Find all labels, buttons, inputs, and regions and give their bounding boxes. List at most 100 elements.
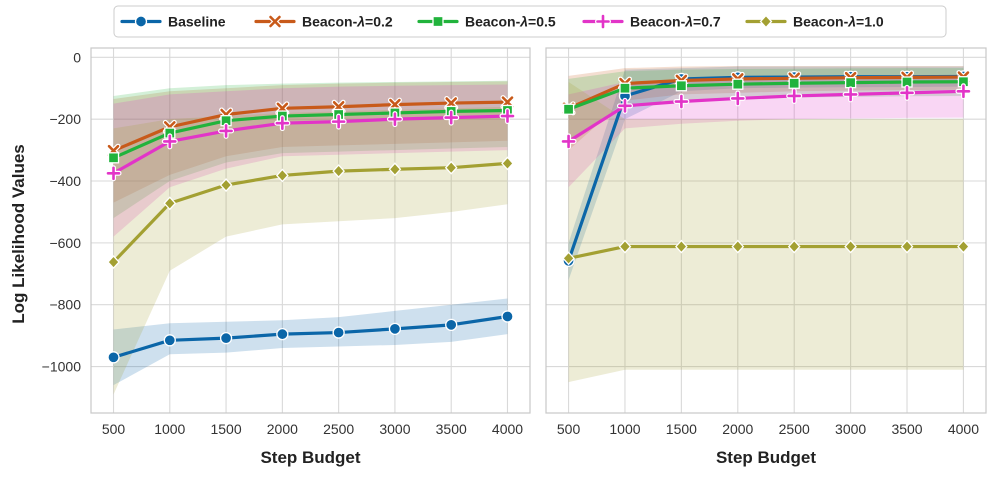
- data-point: [107, 152, 120, 164]
- plot-frame: [90, 47, 531, 414]
- x-tick-label: 2000: [267, 421, 298, 437]
- data-point: [163, 196, 177, 211]
- y-axis-label: Log Likelihood Values: [9, 144, 28, 323]
- x-axis-label: Step Budget: [716, 448, 816, 467]
- x-tick-label: 1000: [609, 421, 640, 437]
- data-point: [386, 111, 403, 128]
- legend-label: Beacon-λ=0.7: [630, 14, 721, 30]
- legend-label: Beacon-λ=0.2: [302, 14, 393, 30]
- y-tick-label: 0: [73, 49, 81, 65]
- x-tick-label: 2000: [722, 421, 753, 437]
- data-point: [445, 318, 458, 331]
- data-point: [675, 239, 688, 254]
- data-point: [673, 93, 690, 110]
- y-tick-label: −400: [49, 173, 81, 189]
- x-axis-label: Step Budget: [260, 448, 360, 467]
- series-beacon-lambda-0-7: [560, 83, 972, 150]
- legend-label: Beacon-λ=0.5: [465, 14, 556, 30]
- x-tick-label: 1500: [666, 421, 697, 437]
- data-point: [444, 160, 458, 175]
- x-tick-label: 3500: [436, 421, 467, 437]
- data-point: [955, 83, 972, 100]
- x-tick-label: 4000: [948, 421, 979, 437]
- series-beacon-lambda-0-5: [562, 76, 970, 115]
- series-beacon-lambda-1-0: [562, 239, 970, 266]
- legend-marker: [268, 14, 282, 29]
- data-point: [560, 133, 577, 150]
- data-point: [731, 239, 745, 254]
- data-point: [900, 239, 914, 254]
- data-point: [787, 239, 801, 254]
- data-point: [276, 327, 289, 341]
- data-point: [275, 168, 289, 183]
- data-point: [388, 322, 402, 336]
- legend-entry-beacon-lambda-0-7: Beacon-λ=0.7: [582, 13, 721, 30]
- legend-marker: [595, 13, 611, 30]
- legend-entry-baseline: Baseline: [120, 14, 226, 30]
- x-tick-labels: 500 1000 1500 2000 2500 3000 3500 4000: [557, 421, 979, 437]
- data-point: [788, 77, 800, 89]
- series-line: [566, 89, 966, 144]
- data-point: [330, 113, 347, 130]
- series-beacon-lambda-0-7: [105, 108, 516, 182]
- left-panel: 500 1000 1500 2000 2500 3000 3500 4000 0 −200 −400…: [42, 47, 531, 467]
- data-point: [332, 326, 345, 339]
- data-point: [107, 255, 120, 270]
- data-point: [163, 334, 176, 347]
- data-point: [729, 90, 746, 107]
- data-point: [844, 76, 857, 89]
- series-baseline: [107, 310, 514, 364]
- data-point: [388, 162, 402, 177]
- y-tick-label: −200: [49, 111, 81, 127]
- data-point: [957, 239, 970, 254]
- series-line: [111, 108, 510, 160]
- series-line: [111, 161, 510, 264]
- x-tick-label: 500: [557, 421, 581, 437]
- y-tick-labels: 0 −200 −400 −600 −800 −1000: [42, 49, 82, 374]
- data-point: [842, 86, 859, 103]
- data-point: [899, 84, 916, 101]
- data-point: [501, 310, 514, 323]
- x-tick-label: 3000: [835, 421, 866, 437]
- series-line: [566, 244, 966, 260]
- data-point: [219, 331, 233, 345]
- band-beacon-lambda-0-5: [113, 80, 508, 219]
- data-point: [618, 239, 632, 254]
- data-point: [562, 251, 575, 266]
- data-point: [844, 239, 857, 254]
- right-panel: 500 1000 1500 2000 2500 3000 3500 4000 Step Budg…: [545, 47, 987, 467]
- plot-frame: [545, 47, 987, 414]
- y-tick-label: −1000: [42, 359, 82, 375]
- band-beacon-lambda-1-0: [568, 82, 964, 383]
- data-point: [332, 164, 346, 179]
- x-tick-labels: 500 1000 1500 2000 2500 3000 3500 4000: [102, 421, 523, 437]
- legend: Baseline Beacon-λ=0.2 Beacon-λ=0.5 Beacon-λ…: [113, 5, 947, 38]
- data-point: [161, 133, 178, 150]
- confidence-bands: [568, 65, 964, 383]
- data-point: [562, 103, 575, 115]
- legend-entry-beacon-lambda-0-5: Beacon-λ=0.5: [417, 14, 556, 30]
- legend-label: Beacon-λ=1.0: [793, 14, 884, 30]
- legend-entry-beacon-lambda-1-0: Beacon-λ=1.0: [745, 14, 884, 30]
- data-point: [501, 156, 514, 171]
- data-point: [499, 108, 516, 125]
- y-tick-label: −600: [49, 235, 81, 251]
- series-line: [111, 114, 510, 175]
- data-point: [732, 78, 744, 90]
- legend-frame: [113, 5, 947, 38]
- x-tick-label: 3500: [891, 421, 922, 437]
- data-point: [443, 109, 460, 126]
- band-beacon-lambda-0-7: [568, 77, 964, 188]
- data-point: [218, 122, 235, 139]
- legend-marker: [134, 15, 148, 28]
- data-point: [675, 80, 688, 92]
- series-line: [111, 100, 510, 153]
- x-tick-label: 3000: [379, 421, 410, 437]
- series-line: [111, 314, 510, 359]
- data-point: [786, 87, 803, 104]
- data-point: [107, 351, 120, 364]
- series-beacon-lambda-1-0: [107, 156, 514, 270]
- data-point: [105, 165, 122, 182]
- x-tick-label: 1000: [154, 421, 185, 437]
- data-point: [219, 178, 233, 192]
